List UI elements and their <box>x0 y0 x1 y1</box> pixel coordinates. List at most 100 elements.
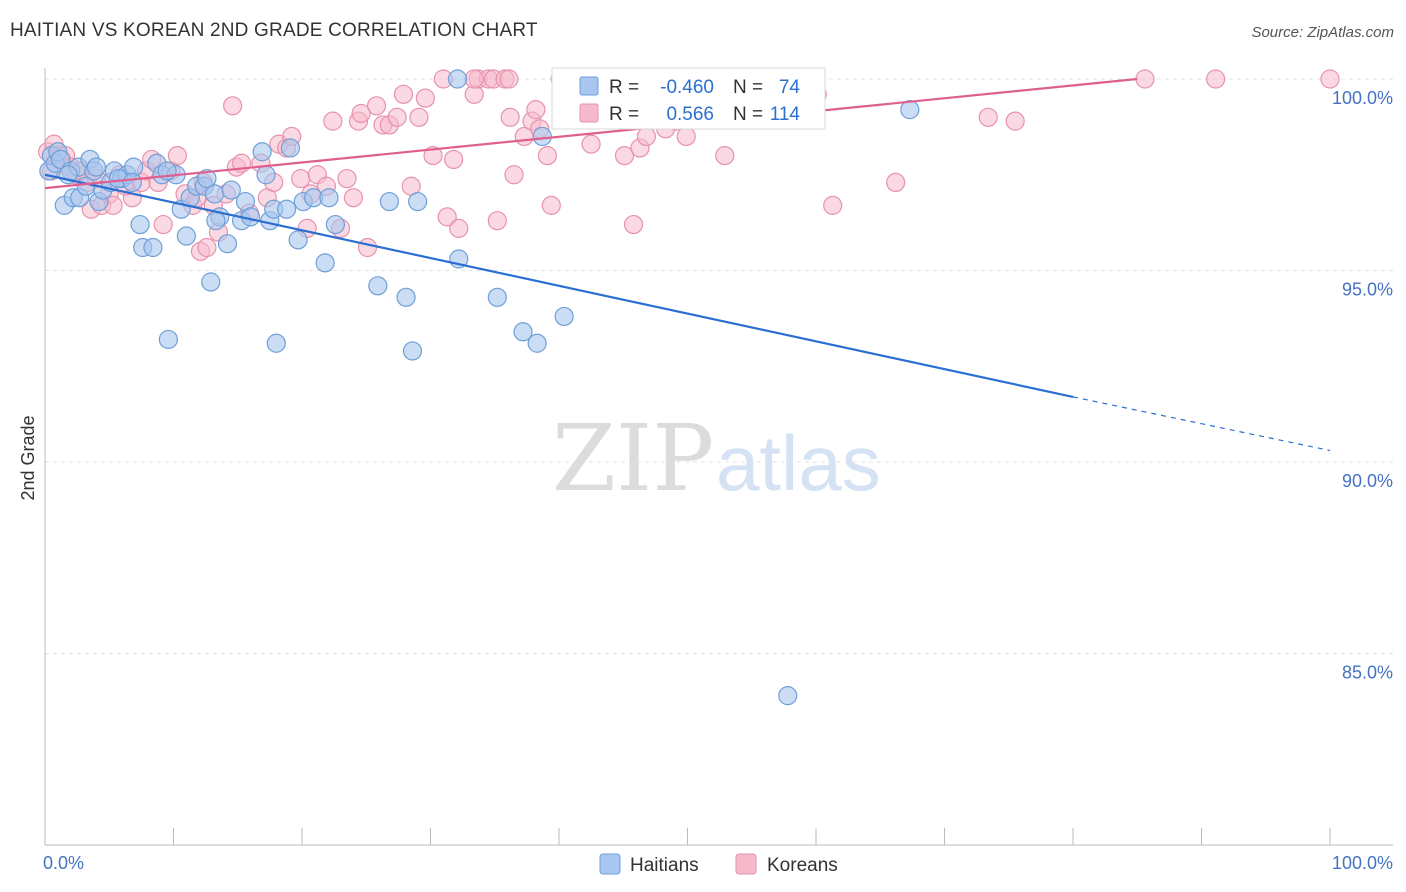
x-ticks <box>44 828 1331 845</box>
haitian-point <box>280 138 301 158</box>
y-axis-label: 2nd Grade <box>18 415 38 500</box>
korean-point <box>1320 69 1340 89</box>
korean-trend-line <box>44 77 1138 190</box>
chart-title: HAITIAN VS KOREAN 2ND GRADE CORRELATION … <box>10 20 538 41</box>
bottom-legend-label-haitian: Haitians <box>630 855 699 876</box>
x-tick-label-max: 100.0% <box>1332 853 1393 873</box>
haitian-point <box>288 230 308 250</box>
haitian-point <box>86 157 107 177</box>
korean-point <box>636 126 656 147</box>
haitian-point <box>266 333 286 353</box>
korean-point <box>393 84 414 104</box>
korean-point <box>676 126 696 147</box>
haitian-point <box>396 287 416 307</box>
watermark-zip: ZIP <box>552 405 714 512</box>
haitian-point <box>527 333 547 353</box>
haitian-point <box>206 211 226 231</box>
korean-point <box>449 218 469 238</box>
haitian-point <box>315 253 335 273</box>
korean-point <box>223 96 243 116</box>
korean-point <box>357 237 378 258</box>
y-tick-label: 90.0% <box>1342 471 1393 491</box>
korean-point <box>437 207 457 227</box>
korean-point <box>444 149 464 170</box>
korean-point <box>978 107 998 127</box>
y-tick-labels: 100.0% 95.0% 90.0% 85.0% <box>1332 88 1393 683</box>
korean-point <box>197 237 217 258</box>
korean-point <box>537 146 558 166</box>
korean-point <box>291 168 311 189</box>
haitian-point <box>368 276 388 296</box>
korean-point <box>409 107 429 127</box>
bottom-legend-label-korean: Koreans <box>767 855 838 876</box>
watermark-atlas: atlas <box>716 419 881 507</box>
korean-point <box>1005 111 1025 131</box>
trend-lines <box>44 77 1331 452</box>
legend-n-label-korean: N = <box>733 104 763 125</box>
legend-n-value-korean: 114 <box>770 104 801 125</box>
haitian-point <box>143 237 163 258</box>
korean-point <box>541 195 561 215</box>
bottom-legend-swatch-haitian <box>599 853 621 875</box>
haitian-point <box>379 191 399 212</box>
bottom-legend-swatch-korean <box>735 853 757 875</box>
korean-point <box>415 88 435 108</box>
source-credit: Source: ZipAtlas.com <box>1251 24 1394 41</box>
haitian-point <box>402 341 423 361</box>
haitian-point <box>276 199 297 219</box>
korean-point <box>1206 69 1226 89</box>
legend-r-label-korean: R = <box>609 104 639 125</box>
korean-point <box>1135 69 1155 89</box>
bottom-legend: Haitians Koreans <box>599 853 838 876</box>
korean-point <box>715 146 735 166</box>
korean-point <box>387 107 407 127</box>
haitian-point <box>319 188 339 208</box>
korean-point <box>464 69 484 89</box>
korean-point <box>499 69 519 89</box>
haitian-point <box>217 234 238 254</box>
x-tick-label-min: 0.0% <box>43 853 84 873</box>
haitian-point <box>408 191 428 212</box>
legend-r-value-korean: 0.566 <box>666 104 714 125</box>
korean-point <box>323 111 343 131</box>
haitian-point <box>201 272 221 292</box>
korean-point <box>153 214 173 235</box>
korean-point <box>581 134 601 154</box>
haitian-points <box>39 69 920 706</box>
korean-point <box>623 214 644 235</box>
haitian-point <box>205 184 225 204</box>
korean-point <box>423 146 443 166</box>
korean-point <box>343 188 363 208</box>
korean-point <box>351 103 371 124</box>
haitian-point <box>487 287 507 307</box>
korean-point <box>886 172 906 193</box>
korean-point <box>337 168 357 189</box>
haitian-point <box>256 165 276 185</box>
korean-point <box>487 211 507 231</box>
haitian-trend-line <box>44 173 1074 398</box>
y-tick-label: 100.0% <box>1332 88 1393 108</box>
haitian-point <box>447 69 468 89</box>
legend-swatch-korean <box>579 103 599 123</box>
korean-point <box>526 100 546 120</box>
stats-legend: R = -0.460 N = 74 R = 0.566 N = 114 <box>551 67 826 130</box>
legend-r-value-haitian: -0.460 <box>660 77 714 98</box>
korean-point <box>167 146 187 166</box>
haitian-point <box>532 126 552 147</box>
haitian-point <box>158 329 178 350</box>
korean-point <box>614 146 635 166</box>
haitian-point <box>252 142 272 162</box>
korean-point <box>504 165 524 185</box>
korean-point <box>366 96 387 116</box>
haitian-point <box>221 180 241 200</box>
korean-point <box>823 195 843 215</box>
y-tick-label: 85.0% <box>1342 663 1393 683</box>
korean-point <box>500 107 520 127</box>
haitian-point <box>325 214 346 235</box>
haitian-point <box>176 226 196 246</box>
haitian-trend-extension <box>1072 396 1331 452</box>
haitian-point <box>778 686 798 706</box>
haitian-point <box>197 168 217 189</box>
legend-n-value-haitian: 74 <box>779 77 801 98</box>
